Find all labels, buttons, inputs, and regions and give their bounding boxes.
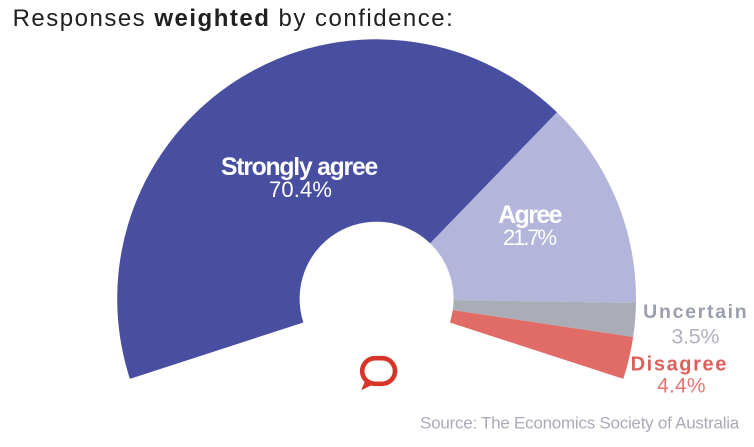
svg-text:Disagree: Disagree	[631, 353, 728, 375]
svg-text:4.4%: 4.4%	[657, 374, 706, 397]
svg-text:Uncertain: Uncertain	[643, 301, 748, 323]
svg-text:3.5%: 3.5%	[671, 324, 719, 348]
svg-text:Agree: Agree	[498, 201, 563, 229]
svg-text:Source: The Economics Society: Source: The Economics Society of Austral…	[420, 413, 740, 432]
svg-text:Strongly agree: Strongly agree	[221, 154, 378, 181]
svg-text:70.4%: 70.4%	[269, 177, 332, 202]
svg-text:21.7%: 21.7%	[503, 225, 556, 250]
svg-text:Responses weighted by confiden: Responses weighted by confidence:	[13, 5, 455, 32]
